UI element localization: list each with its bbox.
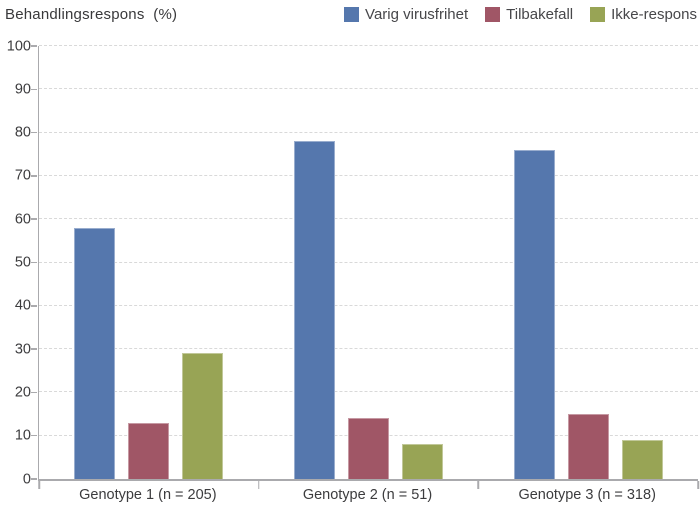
y-axis-tick xyxy=(31,131,37,134)
bar-ikke-respons xyxy=(621,440,663,479)
x-axis-label: Genotype 3 (n = 318) xyxy=(518,487,656,503)
y-axis-tick xyxy=(31,45,37,47)
gridline xyxy=(39,348,698,350)
gridline xyxy=(39,88,698,90)
bar-ikke-respons xyxy=(182,353,224,479)
x-axis-label: Genotype 1 (n = 205) xyxy=(79,487,217,503)
y-axis-tick-label: 90 xyxy=(14,81,31,98)
y-axis-tick xyxy=(31,261,37,264)
y-axis-tick xyxy=(31,478,37,480)
gridline xyxy=(39,45,698,46)
legend-swatch-varig-virusfrihet xyxy=(344,6,360,22)
y-axis-tick-label: 40 xyxy=(14,297,31,314)
y-axis-tick-label: 30 xyxy=(14,340,31,357)
y-axis-tick xyxy=(31,434,37,437)
legend-item-tilbakefall: Tilbakefall xyxy=(485,6,573,23)
bar-varig-virusfrihet xyxy=(513,149,555,479)
bar-group-genotype-2-n-51 xyxy=(259,46,479,479)
chart-title: Behandlingsrespons (%) xyxy=(5,5,178,23)
chart-legend: Varig virusfrihet Tilbakefall Ikke-respons xyxy=(344,6,697,23)
gridline xyxy=(39,261,698,263)
x-axis-category-labels: Genotype 1 (n = 205) Genotype 2 (n = 51) G… xyxy=(38,487,697,503)
bar-group-genotype-1-n-205 xyxy=(39,46,259,479)
y-axis-tick-label: 80 xyxy=(14,124,31,141)
legend-swatch-ikke-respons xyxy=(590,6,606,22)
x-axis-tick xyxy=(38,481,40,489)
bar-group-genotype-3-n-318 xyxy=(478,46,698,479)
y-axis-labels: 0 10 20 30 40 50 60 70 80 90 100 xyxy=(0,39,31,486)
y-axis-tick xyxy=(31,305,37,307)
legend-item-ikke-respons: Ikke-respons xyxy=(590,6,697,23)
legend-label: Ikke-respons xyxy=(611,5,697,23)
legend-item-varig-virusfrihet: Varig virusfrihet xyxy=(344,6,468,23)
gridline xyxy=(39,131,698,133)
x-axis-tick xyxy=(257,481,260,489)
chart-header: Behandlingsrespons (%) Varig virusfrihet… xyxy=(5,2,697,26)
y-axis-tick-label: 60 xyxy=(14,210,31,227)
y-axis-tick-label: 70 xyxy=(14,167,31,184)
bar-varig-virusfrihet xyxy=(74,227,116,479)
y-axis-tick-label: 0 xyxy=(22,470,31,487)
x-axis-tick xyxy=(697,481,699,489)
y-axis-tick xyxy=(31,391,37,394)
bar-ikke-respons xyxy=(402,444,443,479)
y-axis-tick xyxy=(31,218,37,220)
gridline xyxy=(39,304,698,306)
y-axis-tick xyxy=(31,348,37,350)
gridline xyxy=(39,174,698,176)
legend-label: Varig virusfrihet xyxy=(365,5,469,23)
y-axis-tick-label: 100 xyxy=(6,37,31,54)
bar-varig-virusfrihet xyxy=(294,141,335,479)
x-axis-tick xyxy=(477,481,480,489)
legend-label: Tilbakefall xyxy=(506,5,574,23)
x-axis-label: Genotype 2 (n = 51) xyxy=(302,487,433,503)
plot-area xyxy=(31,45,699,489)
legend-swatch-tilbakefall xyxy=(485,6,501,22)
bar-tilbakefall xyxy=(348,418,389,479)
bar-tilbakefall xyxy=(128,422,170,479)
gridline xyxy=(39,218,698,220)
gridline xyxy=(39,391,698,393)
bar-tilbakefall xyxy=(567,414,609,479)
y-axis-tick xyxy=(31,88,37,91)
y-axis-tick xyxy=(31,175,37,177)
y-axis-tick-label: 20 xyxy=(14,384,31,401)
y-axis-tick-label: 50 xyxy=(14,254,31,271)
y-axis-tick-label: 10 xyxy=(14,427,31,444)
bar-groups xyxy=(39,46,698,479)
